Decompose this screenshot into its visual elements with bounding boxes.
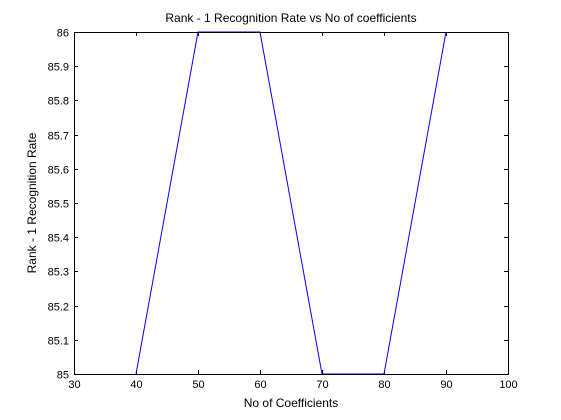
y-axis-label: Rank - 1 Recognition Rate	[25, 132, 39, 273]
y-tick-label: 85.8	[48, 96, 69, 108]
x-tick-label: 90	[440, 379, 452, 391]
chart-title: Rank - 1 Recognition Rate vs No of coeff…	[165, 11, 416, 25]
x-tick-label: 50	[192, 379, 204, 391]
y-tick-label: 85.1	[48, 336, 69, 348]
y-tick-label: 85.3	[48, 267, 69, 279]
y-axis: 85 85.1 85.2 85.3 85.4 85.5 85.6 85.7 85.8 85.9 86	[48, 28, 508, 382]
series-line-1	[135, 31, 447, 375]
y-tick-label: 85	[57, 370, 69, 382]
x-axis: 30 40 50 60 70 80 90 100	[68, 32, 518, 391]
y-tick-label: 85.6	[48, 165, 69, 177]
y-tick-label: 85.2	[48, 302, 69, 314]
x-axis-label: No of Coefficients	[244, 396, 339, 410]
x-tick-label: 40	[130, 379, 142, 391]
y-tick-label: 85.9	[48, 62, 69, 74]
series-layer	[135, 31, 447, 375]
plot-frame	[74, 32, 509, 375]
y-tick-label: 85.4	[48, 233, 69, 245]
x-tick-label: 60	[254, 379, 266, 391]
y-tick-label: 85.5	[48, 199, 69, 211]
y-tick-label: 86	[57, 28, 69, 40]
x-tick-label: 100	[499, 379, 517, 391]
x-tick-label: 80	[378, 379, 390, 391]
y-tick-label: 85.7	[48, 131, 69, 143]
x-tick-label: 30	[68, 379, 80, 391]
x-tick-label: 70	[316, 379, 328, 391]
